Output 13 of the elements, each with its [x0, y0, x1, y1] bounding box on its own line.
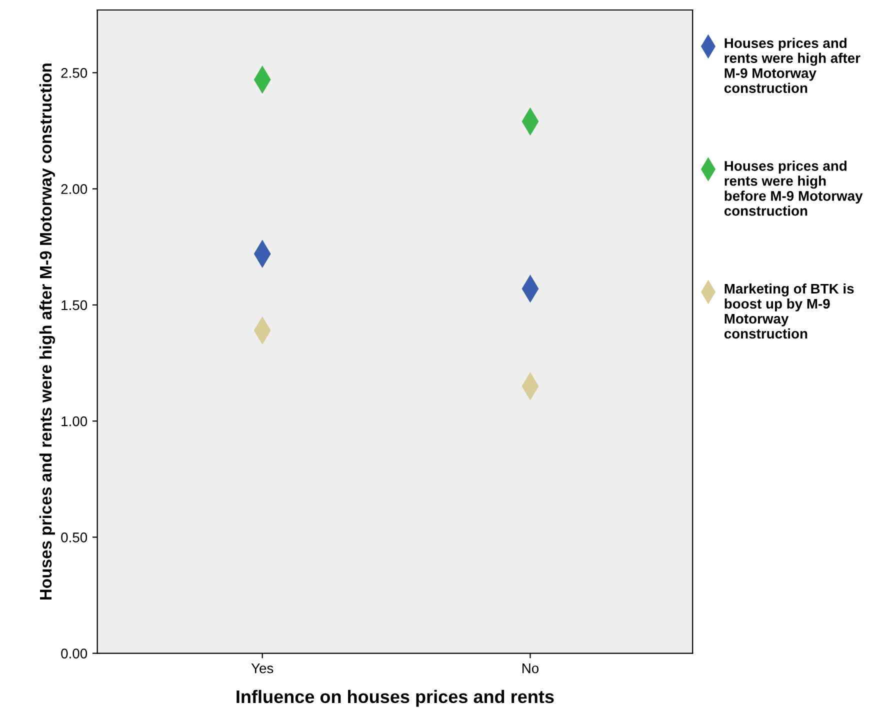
y-axis-title: Houses prices and rents were high after M-9 Motorway construction: [39, 64, 56, 600]
y-tick-label: 1.50: [62, 300, 88, 310]
y-tick-label: 0.50: [61, 532, 88, 542]
legend-label: Marketing of BTK is boost up by M-9 Motorway construction: [724, 283, 854, 339]
x-axis-title: Influence on houses prices and rents: [236, 690, 554, 707]
y-tick-label: 0.00: [61, 648, 88, 658]
y-tick-label: 2.00: [61, 184, 88, 194]
x-tick-label: Yes: [251, 664, 274, 674]
legend-label: Houses prices and rents were high after M-9 Motorway construction: [724, 38, 860, 93]
legend-label: Houses prices and rents were high before M-9 Motorway construction: [724, 160, 863, 216]
y-tick-label: 1.00: [62, 416, 88, 426]
x-tick-label: No: [522, 664, 539, 674]
y-tick-label: 2.50: [61, 68, 88, 78]
